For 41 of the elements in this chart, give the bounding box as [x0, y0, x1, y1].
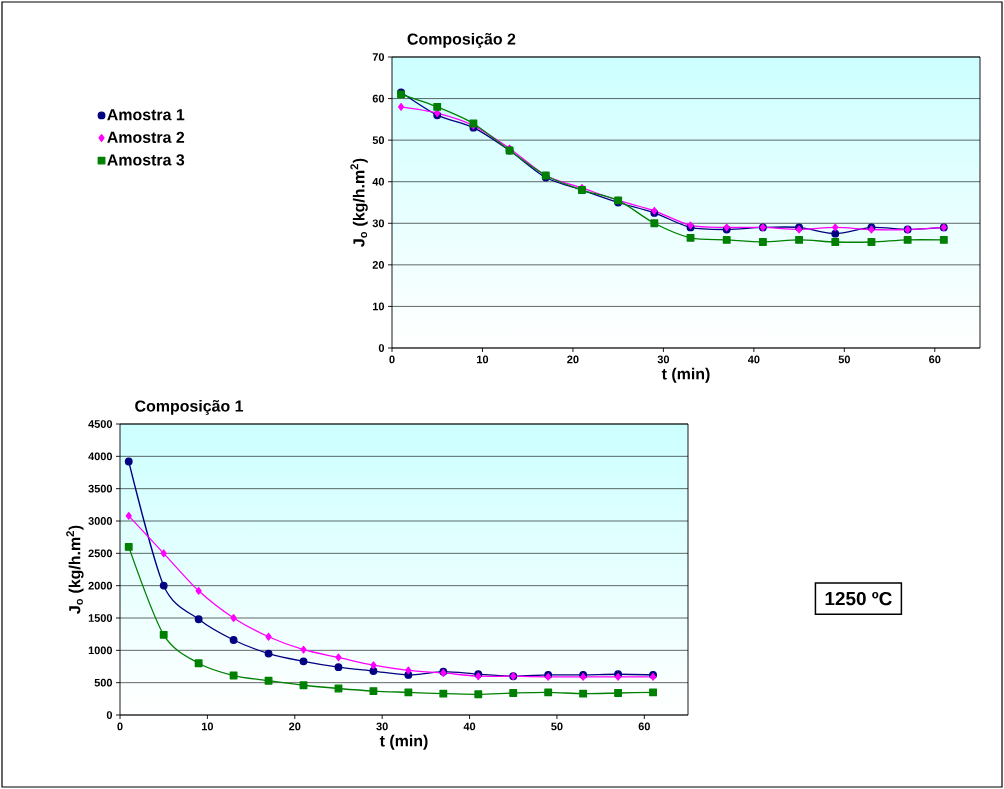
- x-tick-label: 40: [747, 355, 760, 364]
- x-tick-label: 0: [389, 355, 395, 364]
- y-tick-label: 2500: [88, 549, 113, 558]
- x-tick-label: 10: [201, 722, 214, 731]
- y-tick-label: 10: [372, 302, 385, 311]
- y-tick-label: 2000: [88, 581, 113, 590]
- y-tick-label: 3000: [88, 517, 113, 525]
- x-axis-title: t (min): [661, 367, 710, 383]
- legend-label: Amostra 3: [107, 154, 185, 166]
- x-tick-label: 50: [551, 722, 563, 731]
- y-axis-title: J$_{o}$ (kg/h.m$^{2}$): [66, 525, 84, 614]
- y-tick-label: 0: [106, 711, 113, 719]
- y-tick-label: 1000: [88, 646, 113, 655]
- chart-title: Composição 2: [407, 32, 516, 48]
- x-tick-label: 50: [838, 355, 850, 364]
- y-tick-label: 60: [372, 94, 385, 103]
- y-tick-label: 4500: [88, 420, 113, 428]
- y-tick-label: 70: [372, 53, 385, 61]
- y-axis-title: J$_{o}$ (kg/h.m$^{2}$): [350, 158, 368, 247]
- x-tick-label: 10: [477, 355, 489, 364]
- legend-label: Amostra 1: [107, 109, 185, 121]
- x-tick-label: 0: [117, 722, 123, 731]
- y-tick-label: 50: [372, 136, 385, 145]
- y-tick-label: 3500: [88, 484, 113, 493]
- y-tick-label: 1500: [88, 614, 113, 622]
- legend-label: Amostra 2: [107, 131, 185, 143]
- x-tick-label: 40: [463, 722, 476, 731]
- x-tick-label: 60: [929, 355, 941, 364]
- text: 1250 ºC: [825, 591, 892, 606]
- y-tick-label: 4000: [88, 452, 113, 461]
- x-axis-title: t (min): [379, 734, 428, 750]
- y-tick-label: 30: [372, 219, 385, 228]
- x-tick-label: 20: [289, 722, 301, 731]
- x-tick-label: 30: [657, 355, 670, 364]
- chart-title: Composição 1: [135, 399, 244, 415]
- y-tick-label: 40: [372, 177, 385, 186]
- x-tick-label: 60: [638, 722, 650, 731]
- y-tick-label: 500: [94, 678, 113, 687]
- x-tick-label: 20: [567, 355, 579, 364]
- y-tick-label: 20: [372, 260, 385, 269]
- y-tick-label: 0: [378, 344, 385, 352]
